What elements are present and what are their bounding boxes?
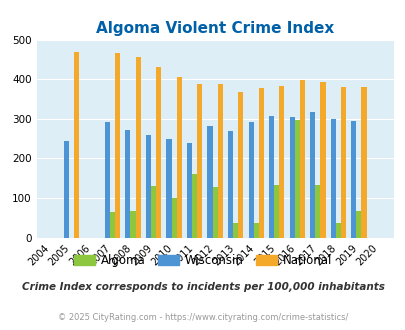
Bar — [279, 85, 284, 238]
Bar — [330, 119, 335, 238]
Bar — [315, 185, 320, 238]
Bar — [64, 141, 69, 238]
Bar — [115, 53, 120, 238]
Bar — [171, 198, 176, 238]
Bar — [269, 116, 273, 238]
Bar — [186, 143, 192, 238]
Bar — [253, 223, 258, 238]
Bar — [356, 211, 360, 238]
Bar — [340, 87, 345, 238]
Bar — [125, 130, 130, 238]
Bar — [192, 174, 197, 238]
Bar — [135, 57, 141, 238]
Bar — [130, 211, 135, 238]
Bar — [248, 122, 253, 238]
Bar — [238, 92, 243, 238]
Bar — [166, 139, 171, 238]
Bar — [197, 84, 202, 238]
Bar — [145, 135, 151, 238]
Bar — [74, 52, 79, 238]
Bar — [350, 121, 356, 238]
Bar — [217, 83, 222, 238]
Bar — [232, 223, 238, 238]
Legend: Algoma, Wisconsin, National: Algoma, Wisconsin, National — [69, 249, 336, 272]
Bar — [151, 186, 156, 238]
Bar — [360, 87, 366, 238]
Bar — [258, 87, 263, 238]
Bar — [309, 112, 315, 238]
Bar — [320, 82, 325, 238]
Bar — [289, 117, 294, 238]
Bar — [110, 212, 115, 238]
Bar — [207, 126, 212, 238]
Bar — [294, 120, 299, 238]
Bar — [228, 131, 232, 238]
Bar — [212, 187, 217, 238]
Bar — [273, 185, 279, 238]
Text: Crime Index corresponds to incidents per 100,000 inhabitants: Crime Index corresponds to incidents per… — [21, 282, 384, 292]
Title: Algoma Violent Crime Index: Algoma Violent Crime Index — [96, 21, 333, 36]
Bar — [156, 67, 161, 238]
Text: © 2025 CityRating.com - https://www.cityrating.com/crime-statistics/: © 2025 CityRating.com - https://www.city… — [58, 313, 347, 322]
Bar — [104, 122, 110, 238]
Bar — [299, 80, 304, 238]
Bar — [335, 223, 340, 238]
Bar — [176, 77, 181, 238]
